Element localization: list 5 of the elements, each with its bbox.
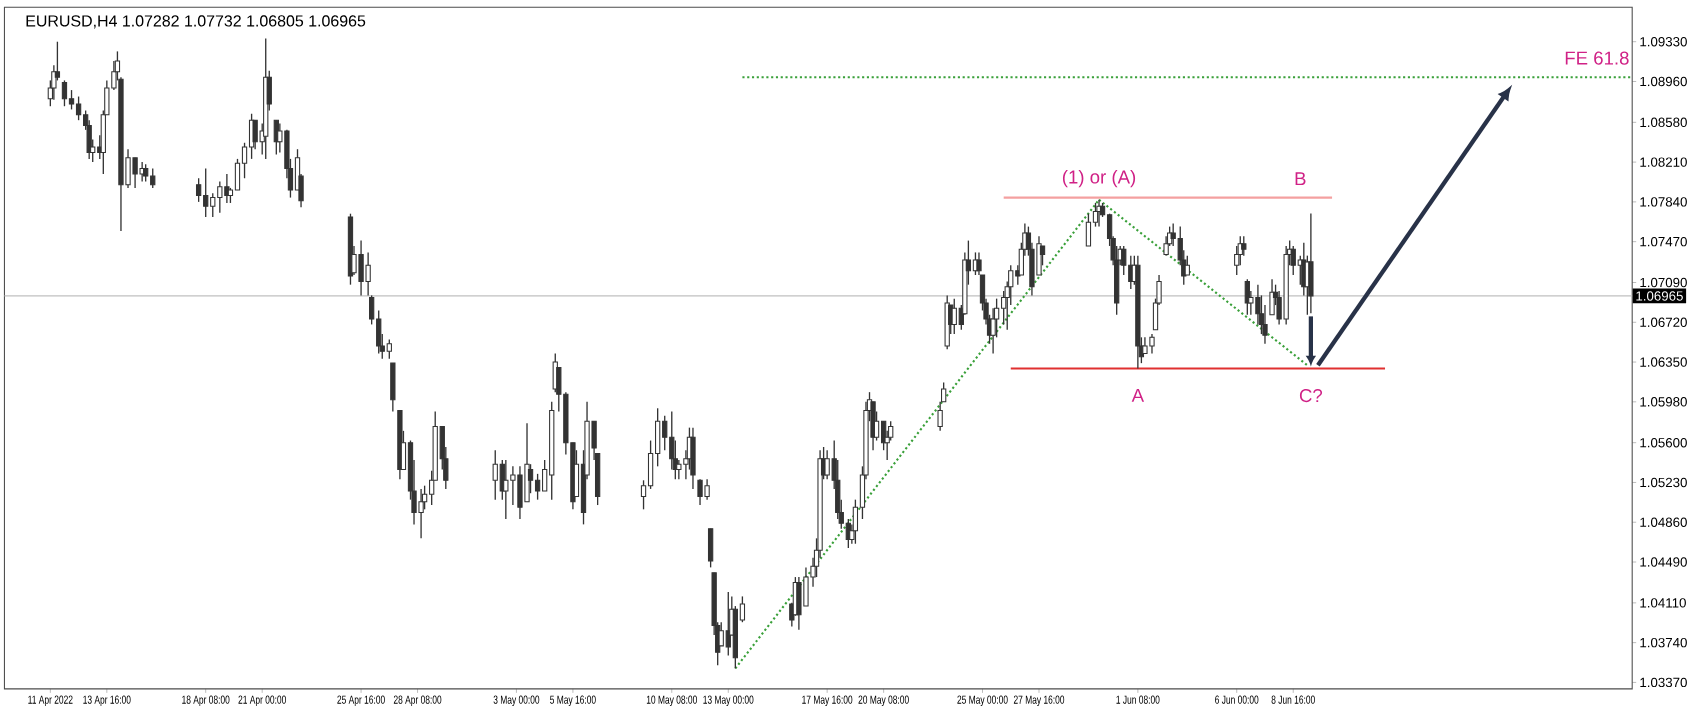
annotation: A (1131, 388, 1145, 402)
annotation: B (1295, 172, 1306, 186)
annotation: C? (1299, 388, 1323, 403)
annotation: FE 61.8 (1565, 51, 1629, 65)
annotation: (1) or (A) (1062, 169, 1136, 188)
